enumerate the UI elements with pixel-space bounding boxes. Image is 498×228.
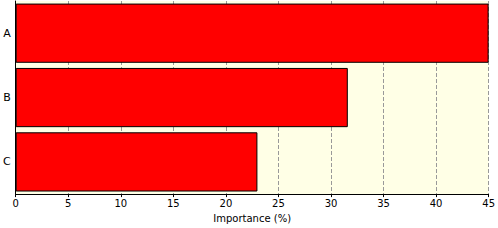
svg-text:15: 15 — [167, 198, 180, 209]
svg-text:25: 25 — [272, 198, 285, 209]
svg-text:20: 20 — [220, 198, 233, 209]
svg-text:0: 0 — [12, 198, 18, 209]
svg-text:30: 30 — [325, 198, 338, 209]
svg-text:A: A — [3, 27, 11, 40]
svg-text:10: 10 — [114, 198, 127, 209]
svg-text:45: 45 — [482, 198, 495, 209]
svg-text:40: 40 — [430, 198, 443, 209]
svg-text:C: C — [3, 155, 11, 168]
svg-text:Importance (%): Importance (%) — [213, 213, 291, 224]
svg-text:5: 5 — [65, 198, 71, 209]
svg-text:35: 35 — [377, 198, 390, 209]
svg-text:B: B — [3, 91, 11, 104]
